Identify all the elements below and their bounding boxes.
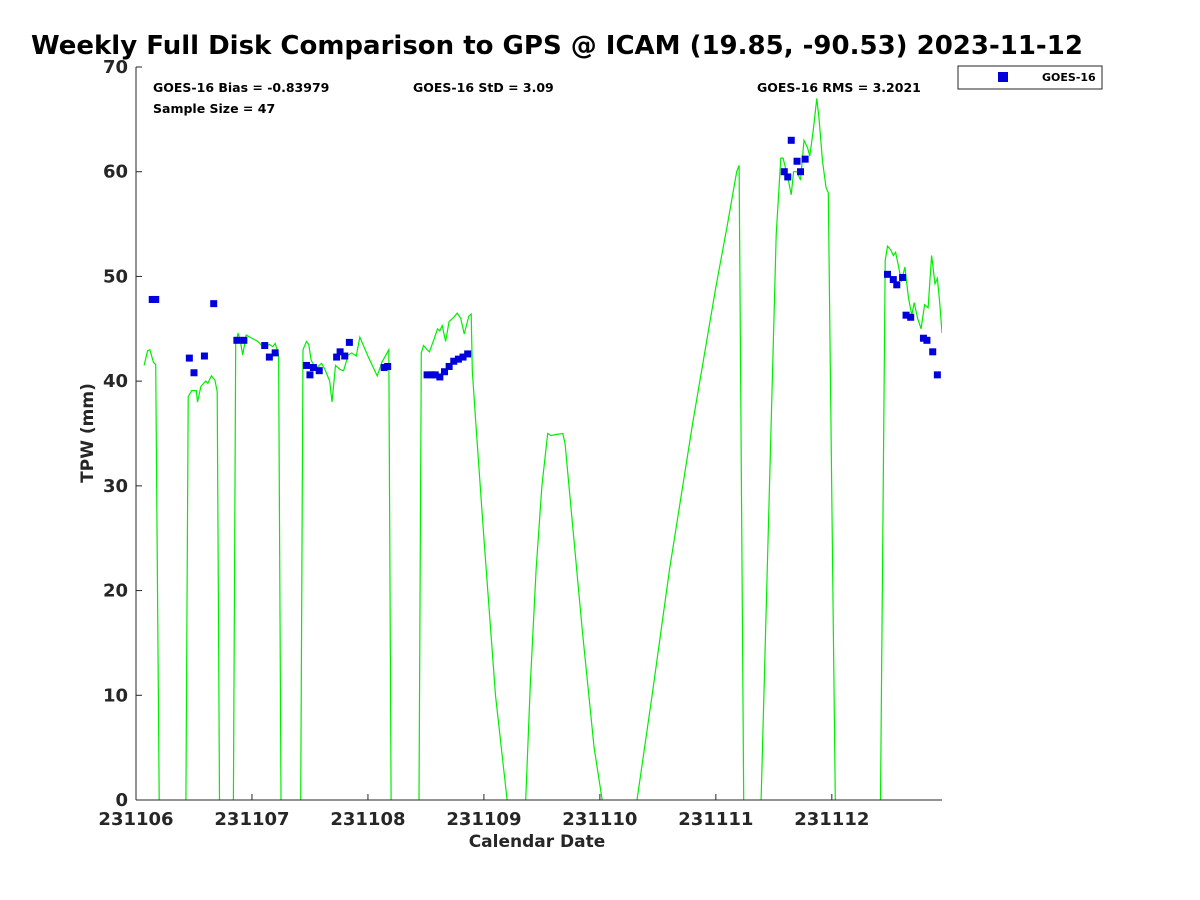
y-ticks: 0 10 20 30 40 50 60 70 bbox=[103, 57, 142, 811]
goes16-point bbox=[793, 157, 801, 165]
goes16-point bbox=[210, 300, 218, 308]
y-tick-label: 70 bbox=[103, 57, 128, 78]
goes16-point bbox=[341, 352, 349, 360]
y-tick-label: 0 bbox=[115, 790, 128, 811]
gps-line-segment bbox=[525, 432, 603, 800]
goes16-point bbox=[185, 354, 193, 362]
goes16-point bbox=[440, 368, 448, 376]
goes16-point bbox=[780, 168, 788, 176]
goes16-point bbox=[899, 273, 907, 281]
legend: GOES-16 bbox=[957, 65, 1103, 90]
gps-series bbox=[143, 98, 942, 800]
y-tick-label: 20 bbox=[103, 581, 128, 602]
y-tick-label: 30 bbox=[103, 476, 128, 497]
y-tick-label: 40 bbox=[103, 371, 128, 392]
gps-line-segment bbox=[143, 348, 160, 800]
goes16-point bbox=[271, 349, 279, 357]
gps-line-segment bbox=[418, 312, 508, 800]
x-tick-label: 231112 bbox=[794, 809, 869, 830]
x-tick-label: 231108 bbox=[330, 809, 405, 830]
goes16-point bbox=[459, 353, 467, 361]
sample-size-stat: Sample Size = 47 bbox=[153, 101, 275, 116]
x-axis-label: Calendar Date bbox=[469, 832, 606, 852]
legend-box bbox=[957, 65, 1103, 90]
goes16-point bbox=[784, 173, 792, 181]
gps-line-segment bbox=[879, 244, 942, 800]
goes16-point bbox=[787, 136, 795, 144]
goes16-point bbox=[883, 270, 891, 278]
gps-line-segment bbox=[232, 332, 282, 800]
goes16-point bbox=[445, 362, 453, 370]
goes16-point bbox=[306, 371, 314, 379]
x-tick-label: 231111 bbox=[678, 809, 753, 830]
goes16-point bbox=[902, 311, 910, 319]
gps-line-segment bbox=[636, 165, 745, 800]
y-tick-label: 60 bbox=[103, 162, 128, 183]
goes16-point bbox=[907, 313, 915, 321]
goes16-point bbox=[933, 371, 941, 379]
goes16-series bbox=[148, 136, 941, 381]
goes16-point bbox=[302, 361, 310, 369]
goes16-point bbox=[801, 155, 809, 163]
goes16-point bbox=[797, 168, 805, 176]
goes16-point bbox=[240, 336, 248, 344]
goes16-point bbox=[889, 276, 897, 284]
goes16-point bbox=[450, 357, 458, 365]
goes16-point bbox=[152, 295, 160, 303]
x-ticks: 231106 231107 231108 231109 231110 231111 2311… bbox=[98, 794, 869, 830]
x-tick-label: 231110 bbox=[562, 809, 637, 830]
y-tick-label: 10 bbox=[103, 685, 128, 706]
goes16-point bbox=[929, 348, 937, 356]
legend-goes16-label: GOES-16 bbox=[1042, 71, 1096, 84]
goes16-point bbox=[309, 364, 317, 372]
gps-line-segment bbox=[185, 374, 221, 800]
legend-goes16-marker bbox=[998, 72, 1008, 82]
gps-line-segment bbox=[300, 335, 392, 800]
y-axis-label: TPW (mm) bbox=[78, 383, 98, 483]
goes16-point bbox=[333, 353, 341, 361]
goes16-point bbox=[265, 353, 273, 361]
bias-stat: GOES-16 Bias = -0.83979 bbox=[153, 80, 329, 95]
std-stat: GOES-16 StD = 3.09 bbox=[413, 80, 554, 95]
goes16-point bbox=[233, 336, 241, 344]
goes16-point bbox=[454, 355, 462, 363]
goes16-point bbox=[923, 336, 931, 344]
chart-title: Weekly Full Disk Comparison to GPS @ ICA… bbox=[31, 31, 1083, 61]
goes16-point bbox=[436, 373, 444, 381]
goes16-point bbox=[431, 371, 439, 379]
x-tick-label: 231106 bbox=[98, 809, 173, 830]
goes16-point bbox=[464, 350, 472, 358]
y-tick-label: 50 bbox=[103, 266, 128, 287]
goes16-point bbox=[893, 281, 901, 289]
goes16-point bbox=[336, 348, 344, 356]
goes16-point bbox=[384, 362, 392, 370]
goes16-point bbox=[261, 342, 269, 350]
goes16-point bbox=[200, 352, 208, 360]
gps-line-segment bbox=[760, 98, 836, 800]
rms-stat: GOES-16 RMS = 3.2021 bbox=[757, 80, 921, 95]
goes16-point bbox=[190, 369, 198, 377]
x-tick-label: 231107 bbox=[214, 809, 289, 830]
x-tick-label: 231109 bbox=[446, 809, 521, 830]
goes16-point bbox=[315, 367, 323, 375]
goes16-point bbox=[423, 371, 431, 379]
goes16-point bbox=[345, 338, 353, 346]
